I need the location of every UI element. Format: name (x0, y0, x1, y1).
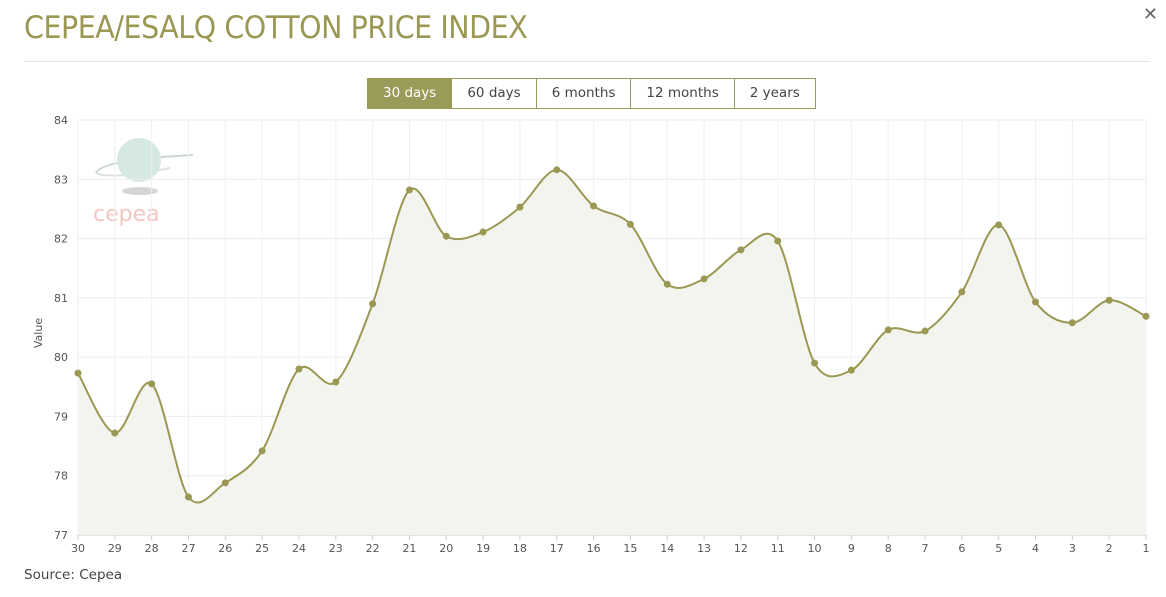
x-tick-label: 24 (292, 542, 306, 555)
range-selector: 30 days 60 days 6 months 12 months 2 yea… (367, 78, 816, 109)
data-point[interactable] (663, 280, 671, 288)
data-point[interactable] (1032, 298, 1040, 306)
data-point[interactable] (1142, 312, 1150, 320)
data-point[interactable] (1068, 319, 1076, 327)
data-point[interactable] (332, 378, 340, 386)
x-tick-label: 18 (513, 542, 527, 555)
data-point[interactable] (184, 493, 192, 501)
close-icon[interactable]: ✕ (1142, 4, 1158, 25)
y-axis-label: Value (32, 318, 45, 348)
x-tick-label: 9 (848, 542, 855, 555)
x-tick-label: 23 (329, 542, 343, 555)
data-point[interactable] (774, 237, 782, 245)
data-point[interactable] (958, 288, 966, 296)
data-point[interactable] (148, 380, 156, 388)
x-tick-label: 15 (623, 542, 637, 555)
data-point[interactable] (258, 447, 266, 455)
y-tick-label: 81 (54, 292, 68, 305)
x-tick-label: 19 (476, 542, 490, 555)
data-point[interactable] (737, 246, 745, 254)
y-tick-label: 79 (54, 410, 68, 423)
page-title: CEPEA/ESALQ COTTON PRICE INDEX (24, 10, 528, 46)
data-point[interactable] (74, 369, 82, 377)
data-point[interactable] (516, 203, 524, 211)
range-60-days-button[interactable]: 60 days (451, 79, 535, 108)
data-point[interactable] (295, 365, 303, 373)
data-point[interactable] (811, 359, 819, 367)
x-tick-label: 29 (108, 542, 122, 555)
data-point[interactable] (111, 429, 119, 437)
x-tick-label: 1 (1143, 542, 1150, 555)
data-point[interactable] (479, 228, 487, 236)
y-tick-label: 82 (54, 233, 68, 246)
series-area (78, 169, 1146, 536)
x-tick-label: 7 (922, 542, 929, 555)
data-point[interactable] (1105, 296, 1113, 304)
x-tick-label: 13 (697, 542, 711, 555)
x-tick-label: 11 (771, 542, 785, 555)
x-tick-label: 14 (660, 542, 674, 555)
source-text: Source: Cepea (24, 567, 123, 583)
x-tick-label: 26 (218, 542, 232, 555)
y-tick-label: 80 (54, 351, 68, 364)
range-12-months-button[interactable]: 12 months (630, 79, 733, 108)
x-tick-label: 28 (145, 542, 159, 555)
y-tick-label: 84 (54, 114, 68, 127)
data-point[interactable] (442, 232, 450, 240)
data-point[interactable] (626, 220, 634, 228)
data-point[interactable] (405, 186, 413, 194)
x-tick-label: 20 (439, 542, 453, 555)
logo-text: cepea (93, 202, 160, 227)
data-point[interactable] (700, 275, 708, 283)
x-tick-label: 27 (181, 542, 195, 555)
x-tick-label: 4 (1032, 542, 1039, 555)
y-tick-label: 83 (54, 173, 68, 186)
x-tick-label: 6 (958, 542, 965, 555)
x-tick-label: 3 (1069, 542, 1076, 555)
data-point[interactable] (884, 326, 892, 334)
divider (24, 61, 1150, 62)
data-point[interactable] (590, 202, 598, 210)
data-point[interactable] (553, 166, 561, 174)
data-point[interactable] (995, 221, 1003, 229)
x-tick-label: 22 (366, 542, 380, 555)
data-point[interactable] (921, 327, 929, 335)
x-tick-label: 30 (71, 542, 85, 555)
x-tick-label: 12 (734, 542, 748, 555)
data-point[interactable] (847, 366, 855, 374)
y-tick-label: 77 (54, 529, 68, 542)
x-tick-label: 25 (255, 542, 269, 555)
x-tick-label: 8 (885, 542, 892, 555)
x-tick-label: 2 (1106, 542, 1113, 555)
x-tick-label: 5 (995, 542, 1002, 555)
x-tick-label: 10 (808, 542, 822, 555)
x-tick-label: 21 (402, 542, 416, 555)
data-point[interactable] (369, 300, 377, 308)
x-tick-label: 17 (550, 542, 564, 555)
range-2-years-button[interactable]: 2 years (733, 79, 815, 108)
y-tick-label: 78 (54, 470, 68, 483)
range-6-months-button[interactable]: 6 months (535, 79, 631, 108)
data-point[interactable] (221, 479, 229, 487)
cepea-logo: cepea (93, 138, 194, 227)
x-tick-label: 16 (587, 542, 601, 555)
range-30-days-button[interactable]: 30 days (368, 79, 452, 108)
